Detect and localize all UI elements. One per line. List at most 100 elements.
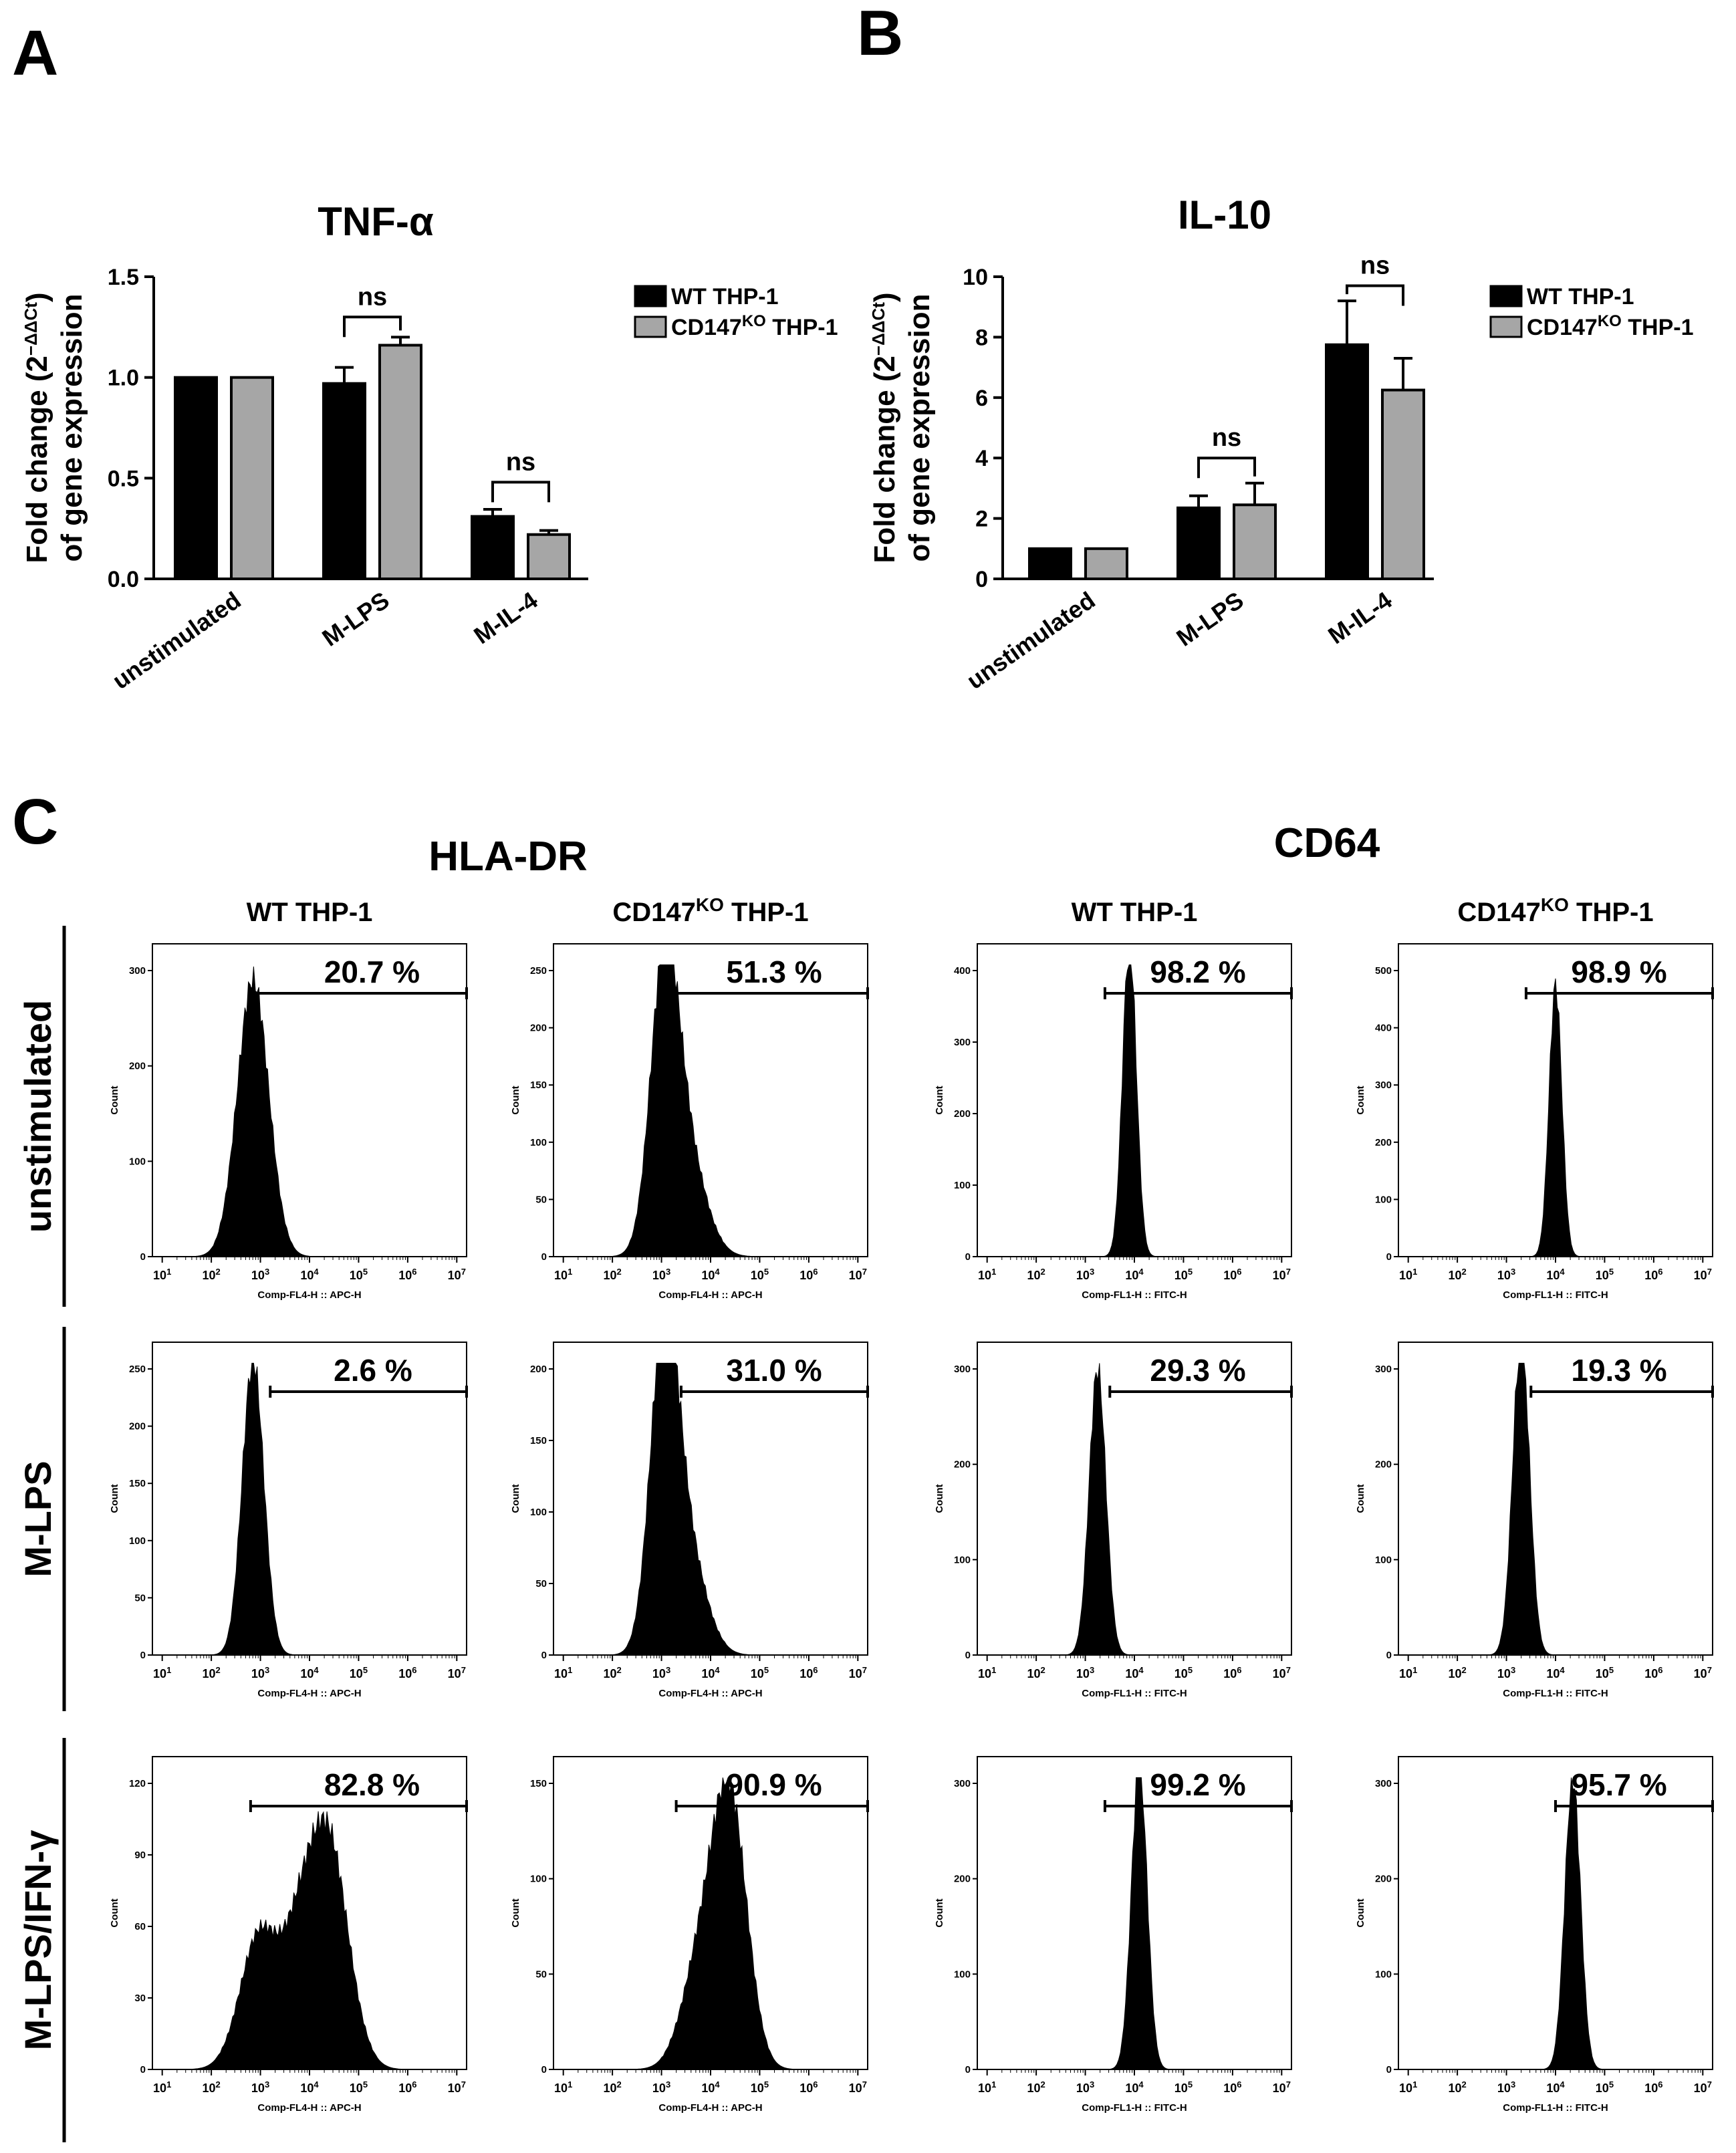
x-tick-exponent: 4 (715, 1665, 720, 1675)
x-tick-exponent: 2 (1041, 2079, 1045, 2089)
x-tick-exponent: 7 (1286, 1267, 1291, 1277)
y-tick-label: 200 (129, 1421, 146, 1432)
x-tick-exponent: 2 (1462, 2079, 1467, 2089)
y-tick-label: 10 (963, 265, 988, 290)
bar (471, 515, 515, 580)
x-tick-exponent: 4 (1560, 1267, 1565, 1277)
histogram-fill (152, 1811, 467, 2070)
x-tick-label: 105 (1174, 1665, 1193, 1681)
x-tick-base: 10 (1644, 1269, 1658, 1282)
x-tick-base: 10 (701, 1269, 715, 1282)
x-tick-exponent: 6 (1658, 2079, 1662, 2089)
y-axis-label: Fold change (2−ΔΔCt)of gene expression (21, 292, 88, 563)
y-axis-label: Count (934, 1898, 945, 1927)
bar (230, 376, 274, 581)
x-tick-base: 10 (1399, 1269, 1412, 1282)
legend-label: CD147KO THP-1 (671, 312, 838, 341)
x-tick-exponent: 3 (1511, 1665, 1515, 1675)
x-tick-base: 10 (1027, 1667, 1040, 1680)
x-tick-label: 106 (799, 1665, 818, 1681)
y-axis-label-part: Fold change (2 (868, 356, 901, 563)
x-tick-exponent: 6 (1237, 1267, 1241, 1277)
y-axis-label: Count (109, 1484, 120, 1513)
x-tick-label: 105 (1174, 1267, 1193, 1283)
x-tick-label: 107 (1273, 2079, 1291, 2096)
x-tick-label: 104 (1125, 1665, 1144, 1681)
y-tick-label: 200 (954, 1459, 971, 1471)
x-tick-label: 103 (1497, 1267, 1515, 1283)
x-tick-base: 10 (1497, 2081, 1511, 2095)
row-title: M-LPS (17, 1461, 59, 1577)
y-axis-label: Count (1355, 1484, 1366, 1513)
x-tick-exponent: 5 (764, 1267, 769, 1277)
x-category-label: unstimulated (108, 586, 246, 694)
x-tick-label: 107 (1694, 1665, 1712, 1681)
bar (1381, 388, 1425, 580)
x-tick-base: 10 (751, 1269, 764, 1282)
x-tick-label: 106 (1223, 1267, 1241, 1283)
x-tick-label: 101 (978, 1665, 996, 1681)
x-tick-base: 10 (1546, 1269, 1560, 1282)
y-tick-label: 300 (954, 1037, 971, 1048)
y-tick-label: 200 (1375, 1874, 1392, 1885)
column-title-text: CD147 (1457, 898, 1541, 927)
y-tick-label: 100 (530, 1507, 547, 1518)
y-tick-label: 0 (1386, 1650, 1392, 1661)
x-tick-label: 104 (1546, 1665, 1565, 1681)
y-axis-label-part: Fold change (2 (21, 356, 53, 563)
x-tick-base: 10 (751, 2081, 764, 2095)
x-tick-label: 103 (652, 2079, 670, 2096)
y-tick-label: 0 (140, 1650, 146, 1661)
x-tick-exponent: 1 (1412, 1267, 1417, 1277)
y-tick-label: 0.0 (108, 567, 139, 592)
x-tick-label: 102 (603, 1665, 621, 1681)
column-title-text: WT THP-1 (247, 898, 373, 927)
x-axis-label: Comp-FL1-H :: FITC-H (1082, 2102, 1187, 2114)
x-tick-label: 105 (350, 2079, 368, 2096)
x-tick-exponent: 7 (461, 1665, 466, 1675)
histogram-fill (152, 966, 467, 1257)
y-tick-label: 2 (975, 507, 988, 532)
y-tick-label: 0 (541, 2064, 547, 2075)
bar-chart-tnf-alpha: TNF-α Fold change (2−ΔΔCt)of gene express… (21, 199, 838, 694)
x-category-label: M-IL-4 (469, 586, 542, 649)
y-tick-label: 100 (1375, 1554, 1392, 1565)
significance-label: ns (1212, 424, 1241, 452)
x-tick-label: 106 (799, 1267, 818, 1283)
x-tick-label: 102 (1027, 2079, 1045, 2096)
x-tick-label: 105 (350, 1665, 368, 1681)
legend-label: CD147KO THP-1 (1527, 312, 1694, 341)
y-tick-label: 0 (965, 2064, 971, 2075)
x-tick-label: 101 (1399, 1665, 1417, 1681)
x-tick-base: 10 (652, 1269, 666, 1282)
x-tick-base: 10 (1399, 2081, 1412, 2095)
x-tick-base: 10 (849, 1667, 862, 1680)
x-tick-exponent: 5 (1188, 1267, 1193, 1277)
x-tick-exponent: 7 (862, 1665, 867, 1675)
gate-percentage: 95.7 % (1571, 1767, 1666, 1802)
x-tick-base: 10 (1076, 1269, 1090, 1282)
y-axis-label: Count (1355, 1086, 1366, 1114)
x-axis-label: Comp-FL4-H :: APC-H (257, 2102, 361, 2114)
x-tick-label: 106 (398, 2079, 416, 2096)
y-tick-label: 50 (134, 1592, 146, 1604)
group-title-hla-dr: HLA-DR (428, 834, 588, 880)
x-tick-base: 10 (1027, 1269, 1040, 1282)
x-tick-exponent: 6 (412, 1267, 416, 1277)
x-tick-base: 10 (603, 1269, 616, 1282)
legend-label-superscript: KO (742, 312, 766, 330)
y-tick-label: 400 (1375, 1023, 1392, 1034)
x-tick-exponent: 2 (617, 1665, 622, 1675)
x-tick-base: 10 (1273, 1269, 1286, 1282)
bar (322, 382, 366, 580)
y-axis-label: Count (109, 1086, 120, 1114)
y-axis-label: Count (1355, 1898, 1366, 1927)
x-tick-label: 104 (701, 1665, 720, 1681)
gate-percentage: 2.6 % (334, 1353, 412, 1388)
x-tick-base: 10 (202, 2081, 215, 2095)
x-tick-label: 101 (978, 1267, 996, 1283)
x-tick-exponent: 5 (1609, 1665, 1614, 1675)
